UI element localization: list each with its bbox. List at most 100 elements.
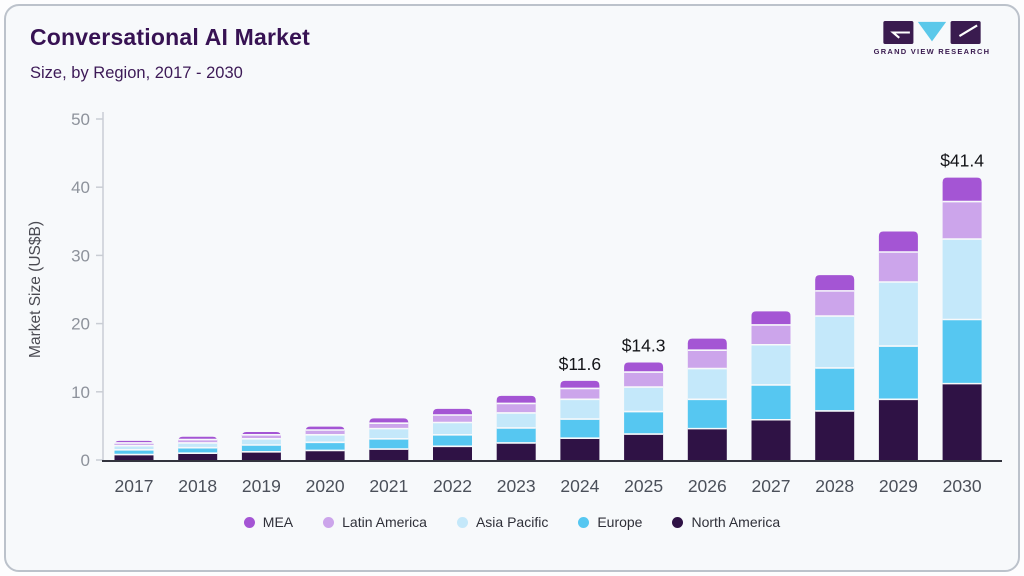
x-tick-label-2018: 2018 xyxy=(178,476,217,496)
gvr-logo-text: GRAND VIEW RESEARCH xyxy=(873,47,991,56)
bar-2021-asia-pacific xyxy=(369,428,409,439)
bar-2026-latin-america xyxy=(687,350,727,369)
legend-swatch-latin-america xyxy=(323,516,335,528)
x-tick-label-2030: 2030 xyxy=(943,476,982,496)
x-tick-label-2022: 2022 xyxy=(433,476,472,496)
x-tick-label-2024: 2024 xyxy=(560,476,599,496)
bar-2024-mea xyxy=(560,380,600,389)
bar-2030-latin-america xyxy=(942,201,982,240)
x-tick-label-2025: 2025 xyxy=(624,476,663,496)
x-tick-label-2028: 2028 xyxy=(815,476,854,496)
bar-2028-europe xyxy=(815,367,855,411)
bar-2023-north-america xyxy=(496,442,536,460)
y-tick-label: 0 xyxy=(81,451,90,470)
bar-2021-latin-america xyxy=(369,423,409,429)
bar-2021-mea xyxy=(369,418,409,424)
bar-2019-north-america xyxy=(241,451,281,460)
legend-label-europe: Europe xyxy=(597,514,643,530)
bar-2029-mea xyxy=(878,231,918,252)
legend-swatch-europe xyxy=(578,516,590,528)
page-subtitle: Size, by Region, 2017 - 2030 xyxy=(30,64,243,82)
bar-2028-north-america xyxy=(815,410,855,460)
bar-2024-europe xyxy=(560,419,600,439)
x-tick-label-2017: 2017 xyxy=(115,476,154,496)
bar-2027-asia-pacific xyxy=(751,344,791,385)
bar-2018-asia-pacific xyxy=(178,442,218,448)
y-tick-label: 10 xyxy=(71,383,90,402)
chart-legend: MEA Latin America Asia Pacific Europe North … xyxy=(4,509,1020,535)
bar-2029-north-america xyxy=(878,399,918,460)
legend-item-latin-america: Latin America xyxy=(323,514,427,530)
bar-2022-north-america xyxy=(433,446,472,460)
bar-2020-latin-america xyxy=(305,429,345,435)
y-tick-label: 30 xyxy=(71,246,90,265)
x-tick-label-2019: 2019 xyxy=(242,476,281,496)
legend-swatch-asia-pacific xyxy=(456,516,468,528)
bar-2017-north-america xyxy=(114,454,154,460)
bar-2027-europe xyxy=(751,384,791,420)
bar-2027-north-america xyxy=(751,419,791,460)
bar-2022-latin-america xyxy=(433,414,472,423)
bar-2025-latin-america xyxy=(624,372,664,388)
bar-2026-asia-pacific xyxy=(687,368,727,400)
bar-2028-latin-america xyxy=(815,290,855,317)
legend-item-europe: Europe xyxy=(578,514,642,530)
bar-2018-europe xyxy=(178,447,218,454)
bar-2030-europe xyxy=(942,319,982,384)
bar-2023-europe xyxy=(496,427,536,443)
bar-2027-latin-america xyxy=(751,324,791,345)
bar-2020-europe xyxy=(305,442,345,451)
bar-2030-asia-pacific xyxy=(942,239,982,320)
gvr-logo: GRAND VIEW RESEARCH xyxy=(874,21,990,56)
bar-2025-north-america xyxy=(624,434,664,460)
legend-label-asia-pacific: Asia Pacific xyxy=(475,514,549,530)
value-label-2030: $41.4 xyxy=(940,151,984,171)
bar-2022-asia-pacific xyxy=(433,422,472,435)
bar-2023-latin-america xyxy=(496,403,536,413)
bar-2020-asia-pacific xyxy=(305,434,345,443)
bar-2030-north-america xyxy=(942,383,982,460)
y-tick-label: 20 xyxy=(71,315,90,334)
bar-2024-latin-america xyxy=(560,388,600,400)
bar-2019-latin-america xyxy=(241,434,281,439)
value-label-2025: $14.3 xyxy=(622,335,666,355)
y-tick-label: 50 xyxy=(71,110,90,129)
legend-label-north-america: North America xyxy=(691,514,781,530)
legend-swatch-north-america xyxy=(672,516,684,528)
bar-2022-mea xyxy=(433,408,472,415)
bar-2017-asia-pacific xyxy=(114,445,154,450)
bar-2019-europe xyxy=(241,444,281,452)
x-tick-label-2021: 2021 xyxy=(369,476,408,496)
bar-2023-asia-pacific xyxy=(496,412,536,428)
bar-2018-latin-america xyxy=(178,439,218,443)
page-title: Conversational AI Market xyxy=(30,24,311,50)
bar-2026-mea xyxy=(687,338,727,351)
bar-2025-mea xyxy=(624,362,664,373)
bar-2026-north-america xyxy=(687,428,727,460)
legend-item-north-america: North America xyxy=(672,514,780,530)
bar-2017-mea xyxy=(114,440,154,446)
x-tick-label-2023: 2023 xyxy=(497,476,536,496)
bar-2026-europe xyxy=(687,399,727,429)
bar-2025-asia-pacific xyxy=(624,387,664,412)
bar-2021-europe xyxy=(369,438,409,450)
legend-label-latin-america: Latin America xyxy=(342,514,427,530)
bar-2024-asia-pacific xyxy=(560,399,600,420)
bar-2020-north-america xyxy=(305,450,345,460)
legend-swatch-mea xyxy=(243,516,255,528)
legend-item-mea: MEA xyxy=(243,514,293,530)
bar-2022-europe xyxy=(433,434,472,447)
x-tick-label-2020: 2020 xyxy=(306,476,345,496)
legend-item-asia-pacific: Asia Pacific xyxy=(456,514,549,530)
bar-2027-mea xyxy=(751,311,791,325)
x-tick-label-2026: 2026 xyxy=(688,476,727,496)
value-label-2024: $11.6 xyxy=(559,354,602,374)
bar-2025-europe xyxy=(624,411,664,435)
bar-2030-mea xyxy=(942,177,982,202)
bar-2024-north-america xyxy=(560,438,600,460)
x-tick-label-2027: 2027 xyxy=(752,476,791,496)
bar-2029-latin-america xyxy=(878,251,918,282)
bar-2028-asia-pacific xyxy=(815,316,855,368)
bar-2017-latin-america xyxy=(114,442,154,446)
